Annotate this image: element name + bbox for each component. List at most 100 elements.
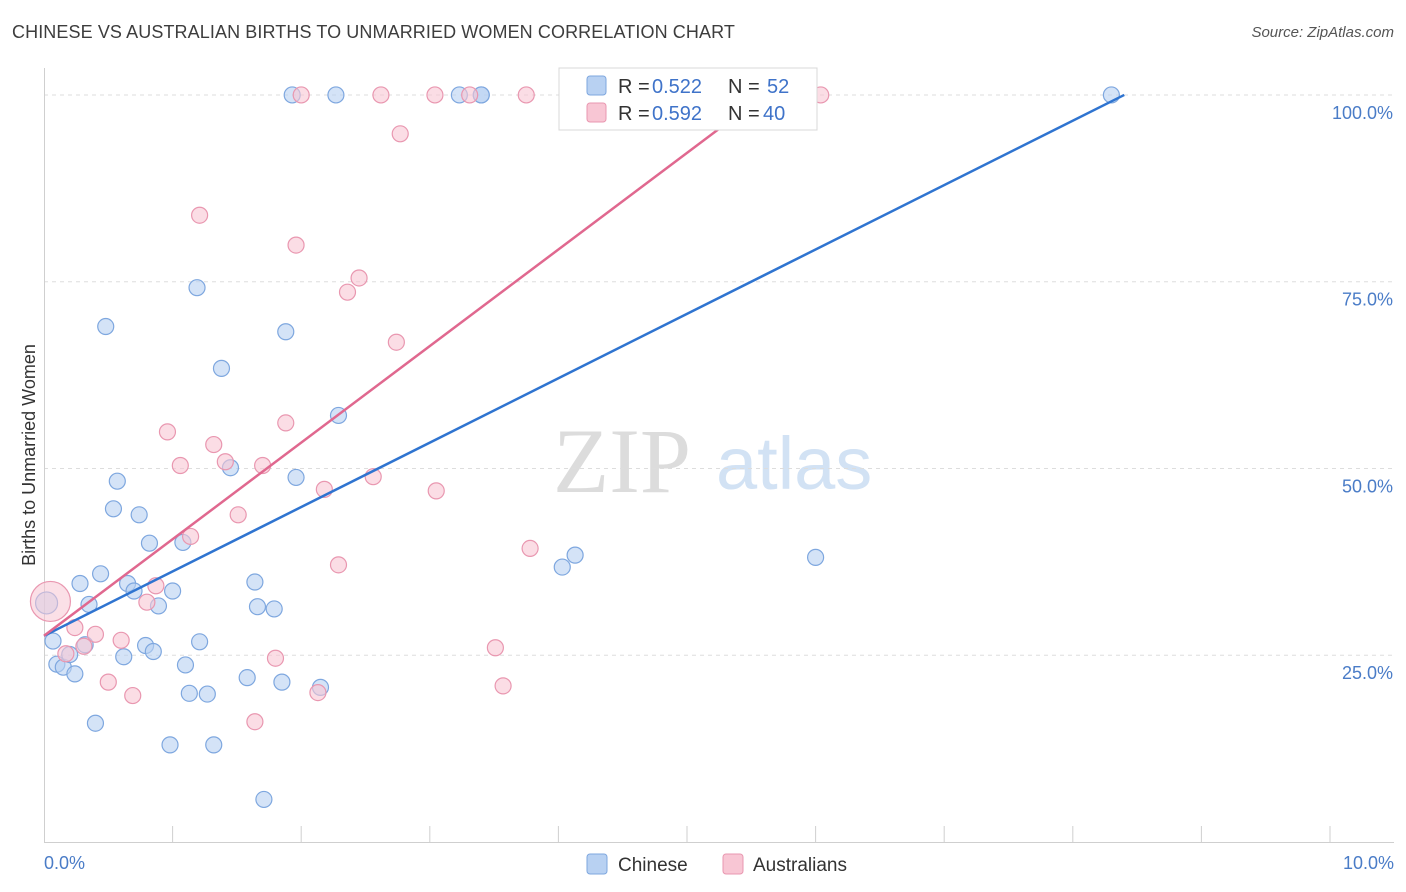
point-australians-13	[191, 206, 209, 224]
point-australians-26	[338, 283, 357, 301]
point-chinese-6	[71, 574, 89, 593]
point-australians-29	[372, 86, 390, 104]
trendline-australians	[43, 93, 765, 637]
point-australians-37	[517, 86, 535, 104]
point-chinese-28	[191, 633, 209, 651]
point-australians-17	[246, 713, 264, 731]
point-australians-36	[494, 677, 512, 695]
point-australians-21	[287, 236, 305, 254]
point-chinese-25	[176, 656, 195, 674]
point-australians-5	[99, 673, 117, 691]
legend-r-value-australians: 0.592	[652, 103, 702, 125]
point-chinese-22	[161, 736, 179, 754]
point-chinese-14	[115, 648, 133, 666]
point-chinese-1	[44, 632, 62, 650]
series-chinese-points	[34, 86, 1120, 809]
point-australians-34	[461, 86, 479, 104]
series-australians-points	[29, 86, 830, 731]
point-chinese-19	[140, 534, 159, 552]
point-chinese-36	[255, 790, 273, 809]
point-chinese-34	[246, 573, 264, 591]
point-chinese-9	[86, 714, 105, 732]
point-australians-33	[427, 482, 445, 500]
point-australians-38	[521, 539, 539, 558]
legend-r-label-australians: R =	[618, 103, 650, 125]
legend-r-value-chinese: 0.522	[652, 76, 702, 98]
y-tick-label-50: 50.0%	[1342, 476, 1393, 496]
axes	[44, 68, 1394, 843]
legend-swatch-chinese	[586, 75, 607, 96]
bottom-legend-swatch-australians	[722, 853, 744, 875]
legend-n-label-chinese: N =	[728, 76, 760, 98]
point-chinese-50	[806, 548, 825, 566]
point-chinese-13	[108, 472, 126, 490]
point-chinese-48	[553, 558, 571, 576]
trendline-chinese	[43, 93, 1125, 637]
y-tick-label-100: 100.0%	[1332, 103, 1393, 123]
point-australians-11	[171, 456, 189, 475]
y-tick-labels: 25.0% 50.0% 75.0% 100.0%	[1332, 103, 1393, 683]
x-tick-label-max: 10.0%	[1343, 853, 1394, 873]
point-chinese-20	[144, 642, 162, 661]
watermark-atlas: atlas	[716, 422, 872, 505]
point-australians-8	[138, 593, 156, 611]
point-chinese-31	[212, 359, 231, 377]
point-chinese-43	[327, 86, 345, 104]
stats-legend: R = 0.522 N = 52 R = 0.592 N = 40	[558, 67, 818, 131]
legend-swatch-australians	[586, 102, 607, 123]
point-australians-0	[29, 580, 72, 623]
legend-n-value-australians: 40	[763, 103, 785, 125]
point-chinese-39	[277, 323, 295, 341]
point-chinese-41	[287, 468, 305, 487]
source-label: Source: ZipAtlas.com	[1251, 24, 1394, 41]
point-australians-12	[182, 527, 200, 546]
point-chinese-49	[566, 546, 584, 564]
legend-n-value-chinese: 52	[767, 76, 789, 98]
point-chinese-26	[180, 684, 198, 702]
y-tick-label-25: 25.0%	[1342, 663, 1393, 683]
point-chinese-37	[265, 600, 283, 618]
x-ticks	[172, 826, 1331, 842]
watermark: ZIP atlas	[553, 410, 872, 512]
point-australians-4	[86, 625, 105, 643]
y-axis-label: Births to Unmarried Women	[19, 344, 39, 566]
bottom-legend: Chinese Australians	[586, 853, 847, 876]
point-australians-32	[426, 86, 444, 104]
point-australians-19	[266, 649, 285, 667]
point-australians-20	[277, 414, 295, 432]
point-australians-7	[124, 686, 142, 705]
point-australians-22	[292, 86, 310, 104]
legend-r-label-chinese: R =	[618, 76, 650, 98]
point-chinese-38	[273, 673, 291, 691]
point-chinese-35	[248, 598, 267, 616]
point-chinese-17	[130, 506, 148, 524]
point-chinese-11	[97, 317, 115, 336]
point-australians-30	[387, 333, 405, 351]
point-chinese-33	[238, 669, 256, 687]
point-chinese-27	[188, 279, 206, 297]
point-chinese-10	[91, 565, 110, 583]
point-australians-23	[309, 683, 327, 702]
point-australians-10	[158, 423, 177, 441]
gridlines	[44, 94, 1394, 656]
y-tick-label-75: 75.0%	[1342, 290, 1393, 310]
legend-n-label-australians: N =	[728, 103, 760, 125]
point-australians-14	[205, 435, 223, 454]
point-australians-27	[350, 269, 368, 287]
point-australians-16	[229, 506, 247, 524]
point-australians-6	[112, 631, 130, 649]
bottom-legend-label-australians: Australians	[753, 855, 847, 876]
point-chinese-23	[164, 582, 182, 600]
point-chinese-29	[198, 685, 216, 703]
point-australians-3	[75, 637, 93, 655]
point-australians-1	[57, 645, 75, 663]
bottom-legend-swatch-chinese	[586, 853, 608, 875]
point-australians-15	[216, 453, 234, 471]
x-tick-label-min: 0.0%	[44, 853, 85, 873]
point-chinese-30	[205, 736, 223, 754]
point-australians-35	[486, 639, 504, 657]
point-australians-31	[391, 125, 409, 143]
trend-lines	[43, 93, 1125, 637]
point-australians-25	[329, 556, 348, 574]
